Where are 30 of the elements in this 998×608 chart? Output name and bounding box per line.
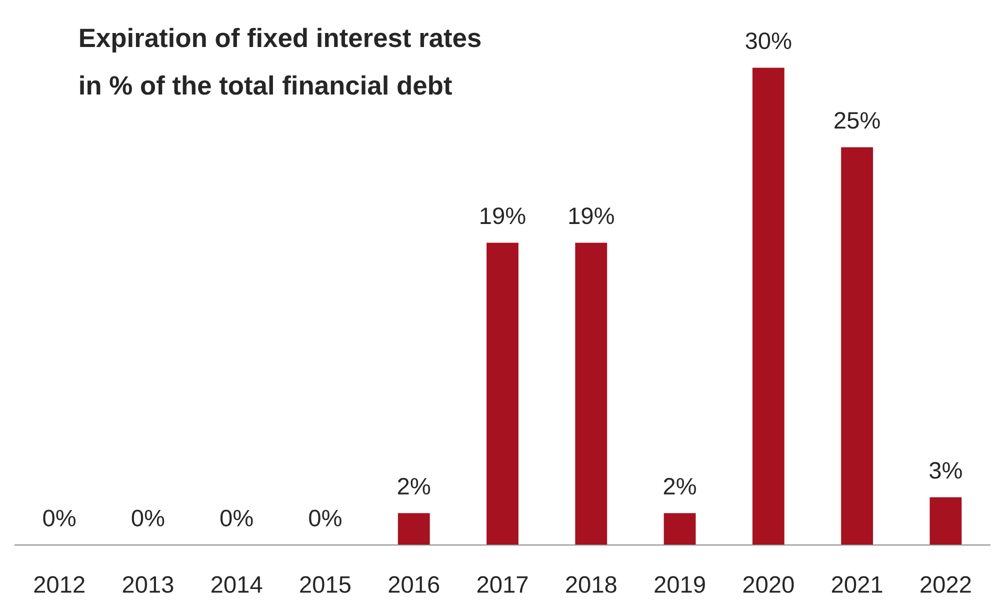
data-label: 0% [220, 510, 253, 526]
data-label: 3% [930, 462, 962, 479]
data-label: 30% [746, 32, 792, 50]
x-tick-label: 2022 [920, 576, 971, 593]
data-label: 2% [664, 478, 696, 495]
data-label: 2% [398, 478, 430, 495]
data-label: 0% [43, 510, 76, 526]
chart-title: Expiration of fixed interest rates in % of the total financial debt [80, 28, 481, 95]
x-tick-label: 2017 [477, 576, 528, 593]
data-label: 19% [569, 207, 614, 224]
data-label: 19% [480, 207, 526, 224]
bar [486, 242, 518, 545]
x-tick-label: 2013 [122, 576, 174, 593]
bar [398, 513, 430, 545]
x-tick-label: 2016 [388, 576, 440, 593]
bar [752, 68, 784, 545]
x-tick-label: 2019 [654, 576, 705, 593]
x-tick-label: 2012 [34, 576, 84, 593]
bar [841, 147, 873, 545]
bar [664, 513, 696, 545]
x-tick-label: 2015 [300, 576, 351, 593]
x-tick-label: 2021 [832, 576, 882, 593]
x-tick-label: 2018 [566, 576, 616, 593]
x-tick-label: 2020 [743, 576, 794, 593]
data-label: 0% [132, 510, 164, 526]
bar [930, 497, 962, 545]
x-tick-label: 2014 [212, 576, 262, 593]
bar [575, 242, 608, 545]
data-label: 25% [834, 112, 880, 129]
data-label: 0% [309, 510, 342, 526]
